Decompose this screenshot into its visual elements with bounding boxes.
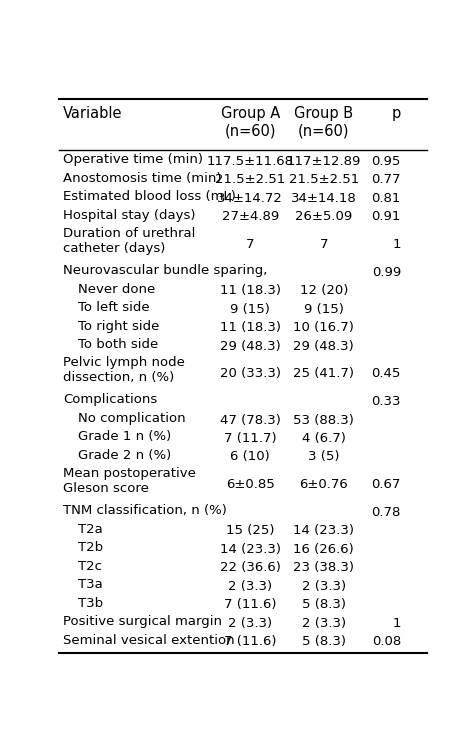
- Text: To right side: To right side: [78, 319, 159, 333]
- Text: 29 (48.3): 29 (48.3): [220, 340, 281, 353]
- Text: 14 (23.3): 14 (23.3): [293, 525, 354, 537]
- Text: 6±0.85: 6±0.85: [226, 478, 274, 491]
- Text: Variable: Variable: [63, 106, 122, 121]
- Text: 7 (11.6): 7 (11.6): [224, 635, 276, 648]
- Text: 5 (8.3): 5 (8.3): [302, 635, 346, 648]
- Text: 9 (15): 9 (15): [230, 302, 270, 316]
- Text: 9 (15): 9 (15): [304, 302, 344, 316]
- Text: p: p: [392, 106, 401, 121]
- Text: Pelvic lymph node
dissection, n (%): Pelvic lymph node dissection, n (%): [63, 357, 185, 384]
- Text: Operative time (min): Operative time (min): [63, 153, 203, 166]
- Text: 2 (3.3): 2 (3.3): [228, 580, 273, 593]
- Text: 34±14.18: 34±14.18: [291, 192, 356, 205]
- Text: 0.78: 0.78: [372, 506, 401, 519]
- Text: To both side: To both side: [78, 338, 158, 351]
- Text: Mean postoperative
Gleson score: Mean postoperative Gleson score: [63, 467, 196, 496]
- Text: 2 (3.3): 2 (3.3): [301, 580, 346, 593]
- Text: Estimated blood loss (mL): Estimated blood loss (mL): [63, 190, 236, 203]
- Text: 1: 1: [392, 238, 401, 251]
- Text: 0.81: 0.81: [372, 192, 401, 205]
- Text: 21.5±2.51: 21.5±2.51: [289, 173, 359, 186]
- Text: Anostomosis time (min): Anostomosis time (min): [63, 172, 221, 185]
- Text: 6 (10): 6 (10): [230, 450, 270, 464]
- Text: 7: 7: [246, 238, 255, 251]
- Text: Duration of urethral
catheter (days): Duration of urethral catheter (days): [63, 227, 195, 255]
- Text: 15 (25): 15 (25): [226, 525, 274, 537]
- Text: 22 (36.6): 22 (36.6): [220, 561, 281, 574]
- Text: To left side: To left side: [78, 301, 149, 314]
- Text: T3b: T3b: [78, 597, 103, 610]
- Text: 0.45: 0.45: [372, 367, 401, 380]
- Text: Hospital stay (days): Hospital stay (days): [63, 209, 195, 221]
- Text: Group A
(n=60): Group A (n=60): [221, 106, 280, 139]
- Text: 6±0.76: 6±0.76: [300, 478, 348, 491]
- Text: 11 (18.3): 11 (18.3): [220, 321, 281, 334]
- Text: 117.5±11.68: 117.5±11.68: [207, 155, 294, 168]
- Text: 0.91: 0.91: [372, 210, 401, 223]
- Text: Grade 2 n (%): Grade 2 n (%): [78, 449, 171, 462]
- Text: 0.67: 0.67: [372, 478, 401, 491]
- Text: T2a: T2a: [78, 523, 102, 536]
- Text: 23 (38.3): 23 (38.3): [293, 561, 354, 574]
- Text: 0.08: 0.08: [372, 635, 401, 648]
- Text: 1: 1: [392, 617, 401, 630]
- Text: No complication: No complication: [78, 412, 185, 425]
- Text: 7: 7: [319, 238, 328, 251]
- Text: 25 (41.7): 25 (41.7): [293, 367, 354, 380]
- Text: 11 (18.3): 11 (18.3): [220, 284, 281, 297]
- Text: Complications: Complications: [63, 394, 157, 406]
- Text: 2 (3.3): 2 (3.3): [301, 617, 346, 630]
- Text: 0.77: 0.77: [372, 173, 401, 186]
- Text: 16 (26.6): 16 (26.6): [293, 543, 354, 556]
- Text: Never done: Never done: [78, 282, 155, 296]
- Text: 3 (5): 3 (5): [308, 450, 339, 464]
- Text: 47 (78.3): 47 (78.3): [220, 414, 281, 426]
- Text: 12 (20): 12 (20): [300, 284, 348, 297]
- Text: 27±4.89: 27±4.89: [222, 210, 279, 223]
- Text: 29 (48.3): 29 (48.3): [293, 340, 354, 353]
- Text: 14 (23.3): 14 (23.3): [220, 543, 281, 556]
- Text: 117±12.89: 117±12.89: [287, 155, 361, 168]
- Text: T3a: T3a: [78, 578, 102, 591]
- Text: 7 (11.6): 7 (11.6): [224, 598, 276, 611]
- Text: Grade 1 n (%): Grade 1 n (%): [78, 430, 171, 444]
- Text: Neurovascular bundle sparing,: Neurovascular bundle sparing,: [63, 264, 267, 277]
- Text: TNM classification, n (%): TNM classification, n (%): [63, 504, 227, 517]
- Text: 0.33: 0.33: [372, 395, 401, 408]
- Text: 0.99: 0.99: [372, 266, 401, 279]
- Text: 5 (8.3): 5 (8.3): [302, 598, 346, 611]
- Text: T2c: T2c: [78, 559, 101, 573]
- Text: Seminal vesical extention: Seminal vesical extention: [63, 634, 235, 646]
- Text: 7 (11.7): 7 (11.7): [224, 432, 277, 445]
- Text: 10 (16.7): 10 (16.7): [293, 321, 354, 334]
- Text: 20 (33.3): 20 (33.3): [220, 367, 281, 380]
- Text: Positive surgical margin: Positive surgical margin: [63, 615, 222, 628]
- Text: 34±14.72: 34±14.72: [218, 192, 283, 205]
- Text: 4 (6.7): 4 (6.7): [302, 432, 346, 445]
- Text: T2b: T2b: [78, 541, 103, 554]
- Text: 2 (3.3): 2 (3.3): [228, 617, 273, 630]
- Text: 21.5±2.51: 21.5±2.51: [215, 173, 285, 186]
- Text: 53 (88.3): 53 (88.3): [293, 414, 354, 426]
- Text: Group B
(n=60): Group B (n=60): [294, 106, 353, 139]
- Text: 0.95: 0.95: [372, 155, 401, 168]
- Text: 26±5.09: 26±5.09: [295, 210, 352, 223]
